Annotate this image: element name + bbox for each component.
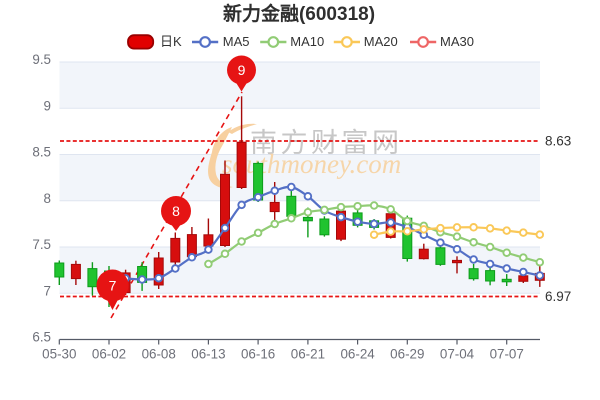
svg-text:MA10: MA10: [290, 34, 324, 49]
svg-text:06-24: 06-24: [340, 347, 375, 362]
svg-text:南方财富网: 南方财富网: [250, 128, 403, 158]
svg-text:06-13: 06-13: [191, 347, 225, 362]
svg-text:8.5: 8.5: [32, 145, 51, 160]
svg-text:8.63: 8.63: [545, 134, 571, 149]
svg-text:MA5: MA5: [223, 34, 250, 49]
svg-text:06-02: 06-02: [92, 347, 126, 362]
svg-text:9: 9: [238, 62, 246, 78]
svg-text:06-21: 06-21: [291, 347, 325, 362]
svg-text:7: 7: [109, 278, 117, 294]
svg-text:06-08: 06-08: [142, 347, 176, 362]
svg-text:8: 8: [172, 203, 180, 219]
svg-text:7: 7: [44, 283, 51, 298]
svg-text:06-29: 06-29: [390, 347, 424, 362]
svg-text:7.5: 7.5: [32, 237, 51, 252]
svg-text:MA20: MA20: [364, 34, 398, 49]
svg-text:8: 8: [44, 191, 51, 206]
svg-text:9: 9: [44, 99, 51, 114]
svg-text:07-07: 07-07: [490, 347, 524, 362]
svg-text:新力金融(600318): 新力金融(600318): [223, 2, 375, 25]
svg-text:6.97: 6.97: [545, 289, 571, 304]
svg-text:07-04: 07-04: [440, 347, 475, 362]
svg-text:MA30: MA30: [440, 34, 474, 49]
svg-text:日K: 日K: [160, 34, 182, 49]
svg-text:05-30: 05-30: [42, 347, 76, 362]
svg-text:06-16: 06-16: [241, 347, 275, 362]
svg-text:9.5: 9.5: [32, 52, 51, 67]
svg-text:6.5: 6.5: [32, 330, 51, 345]
svg-text:southmoney.com: southmoney.com: [222, 149, 401, 179]
